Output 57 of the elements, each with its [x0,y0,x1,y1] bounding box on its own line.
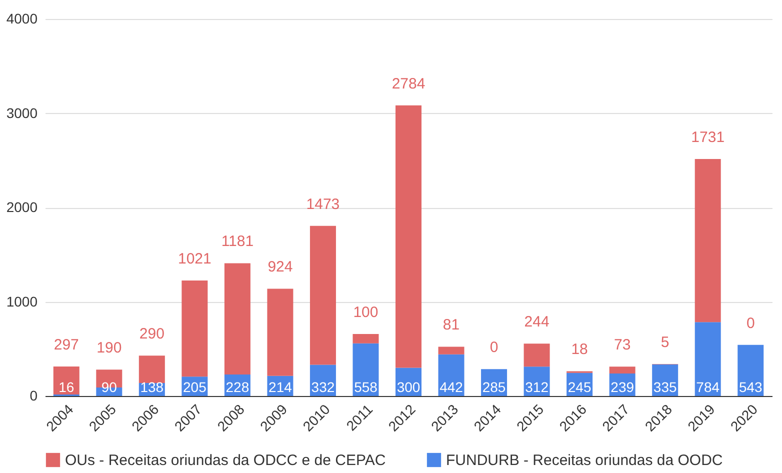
data-label: 228 [226,379,250,395]
bar [352,343,379,396]
bar [352,334,379,344]
data-label: 138 [140,379,164,395]
bar [694,158,721,322]
data-label: 214 [268,379,292,395]
data-label: 543 [738,379,763,395]
data-label: 16 [58,379,74,395]
data-label: 1181 [221,233,254,250]
data-label: 0 [746,314,755,332]
bar [53,366,80,394]
data-label: 297 [54,336,79,354]
bar [267,288,294,376]
data-label: 924 [268,258,293,276]
data-label: 18 [571,341,588,358]
data-label: 100 [353,304,378,321]
data-label: 335 [653,379,677,395]
data-label: 0 [490,339,498,356]
bar [138,356,165,383]
bar [524,344,550,367]
bar [738,344,764,396]
y-tick-label: 0 [30,388,38,404]
data-label: 558 [354,379,378,395]
bar [438,346,464,354]
y-tick-label: 2000 [6,199,38,215]
data-label: 90 [101,379,118,395]
data-label: 442 [440,379,464,395]
data-label: 285 [482,379,506,395]
bar [182,280,208,377]
data-label: 245 [568,379,592,395]
data-label: 290 [139,326,164,343]
data-label: 2784 [392,75,426,92]
data-label: 244 [524,314,550,331]
data-label: 1021 [178,250,212,268]
data-label: 190 [96,340,122,357]
data-label: 5 [660,334,670,351]
bar [396,105,422,368]
data-label: 784 [696,379,720,395]
bar [694,322,721,396]
data-label: 239 [610,379,634,395]
data-label: 332 [311,379,335,395]
y-tick-label: 4000 [6,10,38,26]
bar [224,263,250,375]
data-label: 312 [525,379,549,395]
bar [438,354,464,396]
data-label: 1473 [306,196,340,213]
data-label: 300 [396,379,420,395]
data-label: 73 [614,336,631,354]
legend-label: FUNDURB - Receitas oriundas da OODC [446,452,723,469]
data-label: 205 [182,379,207,395]
y-tick-label: 1000 [6,293,38,310]
data-label: 1731 [691,128,725,146]
bar [609,366,636,374]
data-label: 81 [442,316,460,334]
y-tick-label: 3000 [6,104,38,121]
legend-label: OUs - Receitas oriundas da ODCC e de CEPAC [65,452,386,469]
bar [310,226,336,365]
